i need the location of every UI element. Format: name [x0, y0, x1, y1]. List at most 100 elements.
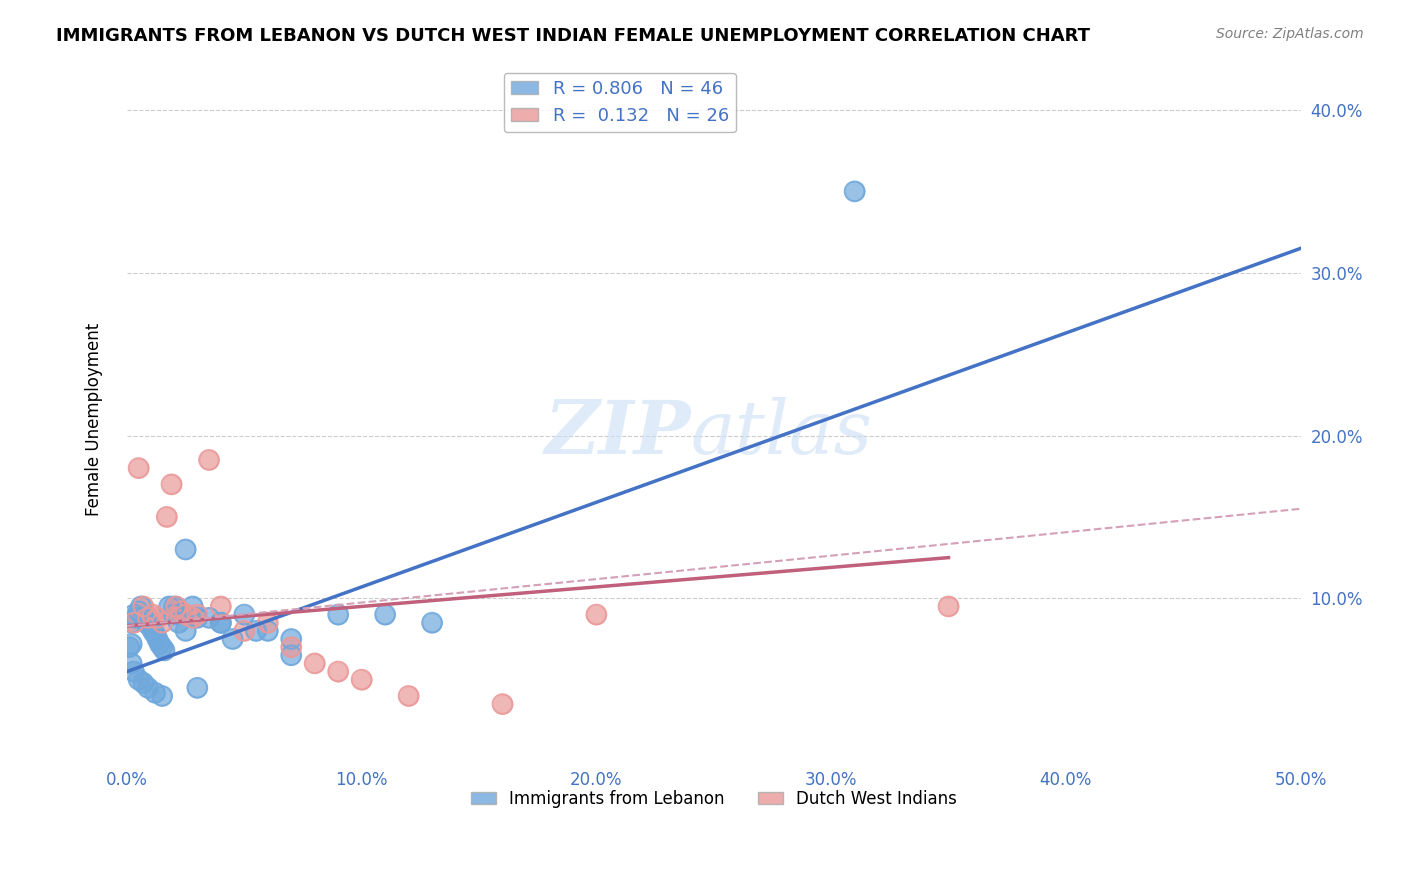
Point — [938, 599, 960, 614]
Point — [186, 611, 208, 625]
Point — [256, 615, 278, 630]
Point — [122, 665, 145, 679]
Point — [129, 599, 152, 614]
Point — [143, 627, 166, 641]
Point — [280, 640, 302, 654]
Point — [221, 632, 243, 646]
Point — [146, 611, 169, 625]
Point — [142, 624, 165, 638]
Point — [585, 607, 607, 622]
Point — [420, 615, 443, 630]
Point — [156, 510, 179, 524]
Point — [121, 657, 143, 671]
Point — [139, 619, 162, 633]
Point — [170, 604, 193, 618]
Point — [128, 673, 150, 687]
Point — [163, 607, 186, 622]
Point — [844, 185, 866, 199]
Point — [142, 607, 165, 622]
Point — [128, 604, 150, 618]
Point — [146, 632, 169, 646]
Point — [186, 611, 208, 625]
Point — [153, 643, 176, 657]
Point — [132, 676, 155, 690]
Point — [150, 640, 173, 654]
Point — [844, 185, 866, 199]
Point — [181, 611, 204, 625]
Point — [328, 607, 350, 622]
Point — [181, 599, 204, 614]
Point — [118, 640, 141, 654]
Point — [132, 611, 155, 625]
Point — [136, 617, 159, 632]
Point — [121, 637, 143, 651]
Point — [122, 665, 145, 679]
Point — [174, 607, 197, 622]
Point — [186, 681, 208, 695]
Point — [198, 611, 221, 625]
Point — [122, 615, 145, 630]
Point — [198, 611, 221, 625]
Text: ZIP: ZIP — [544, 397, 690, 469]
Point — [118, 640, 141, 654]
Point — [150, 689, 173, 703]
Point — [350, 673, 373, 687]
Point — [328, 665, 350, 679]
Point — [122, 615, 145, 630]
Point — [143, 686, 166, 700]
Point — [245, 624, 267, 638]
Point — [209, 615, 232, 630]
Point — [328, 665, 350, 679]
Point — [163, 607, 186, 622]
Point — [128, 461, 150, 475]
Point — [160, 477, 183, 491]
Point — [129, 599, 152, 614]
Point — [209, 615, 232, 630]
Point — [170, 604, 193, 618]
Point — [233, 624, 256, 638]
Point — [167, 615, 190, 630]
Point — [209, 599, 232, 614]
Text: Source: ZipAtlas.com: Source: ZipAtlas.com — [1216, 27, 1364, 41]
Point — [165, 599, 187, 614]
Point — [174, 624, 197, 638]
Point — [163, 599, 186, 614]
Point — [139, 619, 162, 633]
Point — [143, 686, 166, 700]
Point — [121, 657, 143, 671]
Point — [181, 599, 204, 614]
Point — [174, 542, 197, 557]
Point — [233, 607, 256, 622]
Text: IMMIGRANTS FROM LEBANON VS DUTCH WEST INDIAN FEMALE UNEMPLOYMENT CORRELATION CHA: IMMIGRANTS FROM LEBANON VS DUTCH WEST IN… — [56, 27, 1090, 45]
Point — [233, 607, 256, 622]
Point — [136, 681, 159, 695]
Point — [136, 617, 159, 632]
Point — [221, 632, 243, 646]
Point — [174, 542, 197, 557]
Point — [420, 615, 443, 630]
Point — [280, 648, 302, 663]
Point — [374, 607, 396, 622]
Point — [163, 599, 186, 614]
Point — [132, 676, 155, 690]
Point — [198, 453, 221, 467]
Point — [256, 624, 278, 638]
Text: atlas: atlas — [690, 397, 873, 469]
Point — [304, 657, 326, 671]
Point — [350, 673, 373, 687]
Point — [136, 681, 159, 695]
Point — [142, 607, 165, 622]
Point — [156, 510, 179, 524]
Point — [121, 637, 143, 651]
Point — [398, 689, 420, 703]
Point — [186, 607, 208, 622]
Point — [135, 614, 157, 628]
Point — [132, 599, 155, 614]
Point — [150, 640, 173, 654]
Point — [150, 615, 173, 630]
Point — [491, 697, 513, 711]
Point — [150, 615, 173, 630]
Point — [245, 624, 267, 638]
Point — [304, 657, 326, 671]
Point — [149, 637, 172, 651]
